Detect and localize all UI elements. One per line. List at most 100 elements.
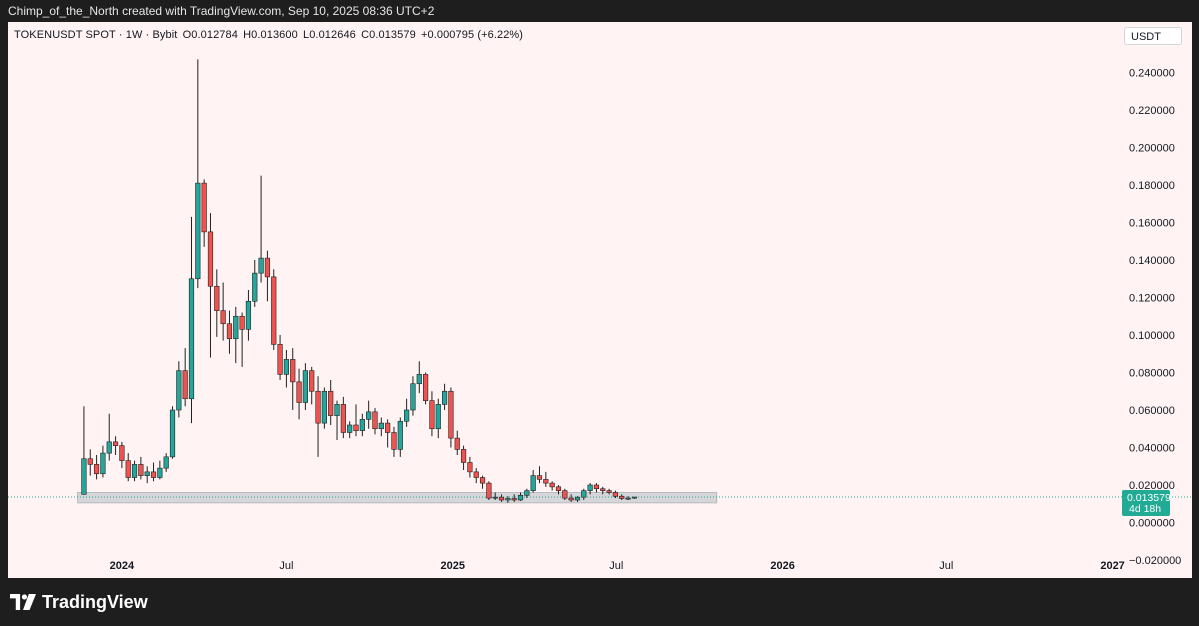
candle[interactable] — [536, 466, 543, 484]
candle[interactable] — [245, 290, 252, 341]
candle[interactable] — [562, 488, 568, 500]
candle[interactable] — [454, 430, 460, 455]
candle[interactable] — [131, 460, 138, 482]
candle[interactable] — [353, 404, 359, 437]
support-zone[interactable] — [77, 492, 718, 504]
candle[interactable] — [397, 417, 403, 457]
candle[interactable] — [498, 494, 505, 502]
candle[interactable] — [233, 306, 239, 364]
candle[interactable] — [467, 456, 473, 478]
candle[interactable] — [163, 453, 169, 472]
candle[interactable] — [125, 453, 131, 482]
candle[interactable] — [144, 466, 150, 484]
candle[interactable] — [530, 470, 536, 493]
candle[interactable] — [479, 475, 486, 489]
candle[interactable] — [581, 488, 587, 500]
candle[interactable] — [486, 481, 492, 500]
candle[interactable] — [631, 496, 638, 499]
candle[interactable] — [277, 335, 283, 380]
candle[interactable] — [435, 398, 441, 439]
candle[interactable] — [182, 348, 188, 407]
candle[interactable] — [460, 445, 467, 470]
candle[interactable] — [600, 486, 606, 495]
candle[interactable] — [372, 408, 378, 435]
candle[interactable] — [258, 175, 264, 283]
candle[interactable] — [505, 496, 511, 503]
candle[interactable] — [625, 496, 631, 500]
candle[interactable] — [404, 398, 410, 427]
candle[interactable] — [473, 468, 479, 484]
candle[interactable] — [448, 387, 454, 448]
candle[interactable] — [410, 376, 416, 416]
candle[interactable] — [93, 455, 100, 480]
candle[interactable] — [549, 481, 555, 491]
candle[interactable] — [492, 492, 498, 501]
candle[interactable] — [283, 350, 290, 388]
candle[interactable] — [138, 456, 144, 480]
candle[interactable] — [87, 449, 93, 476]
candle[interactable] — [252, 260, 258, 307]
candle[interactable] — [176, 361, 182, 418]
candle[interactable] — [429, 391, 435, 437]
candle[interactable] — [328, 380, 334, 425]
candle[interactable] — [619, 494, 625, 500]
candle[interactable] — [555, 485, 562, 495]
candle[interactable] — [119, 441, 125, 469]
candle[interactable] — [195, 59, 201, 289]
candle[interactable] — [81, 406, 87, 495]
candle[interactable] — [441, 383, 448, 410]
candle[interactable] — [334, 400, 340, 440]
candle[interactable] — [321, 387, 327, 429]
candle[interactable] — [359, 413, 365, 437]
candle[interactable] — [207, 213, 214, 358]
candle[interactable] — [391, 426, 397, 457]
candle-body — [201, 182, 207, 233]
candle[interactable] — [201, 179, 207, 247]
candle[interactable] — [385, 419, 391, 448]
candle[interactable] — [593, 483, 600, 493]
candle[interactable] — [271, 269, 277, 350]
candle[interactable] — [612, 490, 619, 499]
candle[interactable] — [423, 372, 429, 405]
candle[interactable] — [378, 417, 384, 437]
symbol-label[interactable]: TOKENUSDT SPOT · 1W · Bybit — [14, 29, 178, 41]
candle[interactable] — [517, 492, 524, 501]
candle[interactable] — [315, 376, 321, 457]
candle[interactable] — [239, 312, 245, 367]
currency-unit-button[interactable]: USDT — [1124, 27, 1182, 45]
x-tick-label: 2027 — [1100, 560, 1124, 572]
candle[interactable] — [188, 216, 195, 424]
candle[interactable] — [309, 366, 315, 405]
candle[interactable] — [214, 269, 220, 337]
candle[interactable] — [524, 488, 530, 499]
candle[interactable] — [340, 396, 346, 439]
candle[interactable] — [106, 413, 112, 461]
candle[interactable] — [220, 282, 226, 341]
candle[interactable] — [264, 250, 271, 302]
tradingview-logo[interactable]: TradingView — [10, 592, 148, 612]
candle[interactable] — [150, 462, 157, 482]
candle-body — [385, 422, 391, 433]
candle[interactable] — [296, 368, 302, 420]
candle[interactable] — [302, 363, 308, 410]
candle-body — [81, 458, 87, 495]
candle[interactable] — [568, 494, 574, 502]
candle[interactable] — [587, 483, 593, 495]
candle[interactable] — [543, 471, 549, 487]
candle-body — [492, 496, 498, 499]
candle[interactable] — [157, 460, 163, 480]
candle[interactable] — [112, 436, 119, 455]
candle[interactable] — [606, 488, 612, 495]
candle[interactable] — [226, 310, 233, 354]
candle[interactable] — [366, 400, 372, 429]
candle[interactable] — [416, 361, 422, 394]
candle[interactable] — [511, 494, 517, 502]
candle[interactable] — [169, 406, 176, 459]
chart-area[interactable] — [8, 22, 1192, 578]
candle[interactable] — [100, 445, 106, 478]
candle[interactable] — [574, 496, 581, 502]
candle-body — [119, 445, 125, 461]
candle[interactable] — [290, 348, 296, 410]
candle[interactable] — [347, 421, 353, 439]
